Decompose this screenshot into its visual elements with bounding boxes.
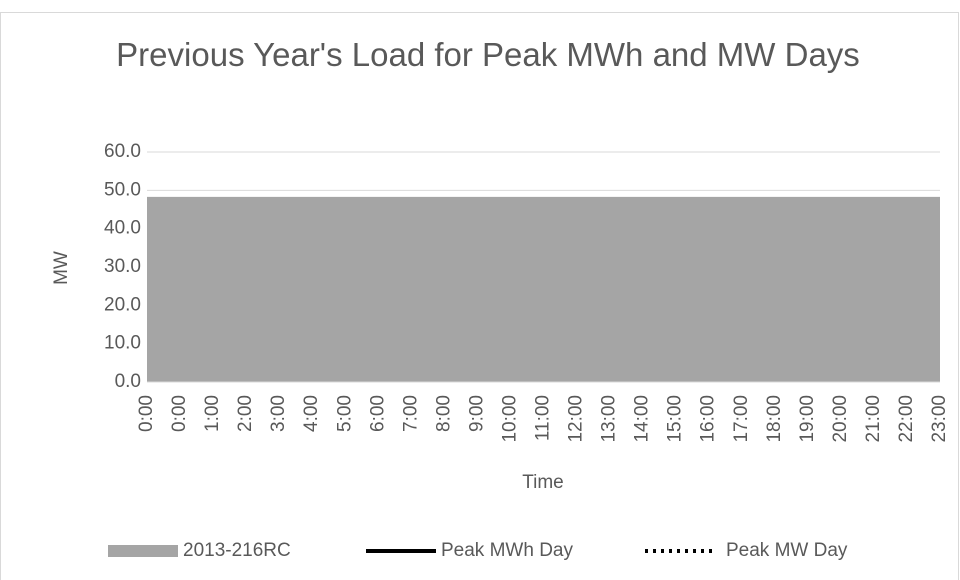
x-tick-label: 11:00	[533, 395, 554, 441]
x-tick-label: 15:00	[665, 395, 686, 443]
area	[147, 196, 940, 382]
legend-label: Peak MWh Day	[441, 540, 573, 561]
y-tick-label: 50.0	[104, 179, 141, 200]
y-tick-label: 0.0	[115, 371, 141, 392]
x-tick-label: 4:00	[301, 395, 322, 432]
x-tick-label: 1:00	[202, 395, 223, 432]
x-tick-label: 23:00	[929, 395, 950, 443]
legend-swatch	[108, 545, 178, 557]
x-tick-label: 6:00	[367, 395, 388, 432]
y-tick-label: 20.0	[104, 294, 141, 315]
x-tick-label: 16:00	[698, 395, 719, 443]
x-tick-label: 20:00	[830, 395, 851, 443]
x-tick-label: 0:00	[169, 395, 190, 432]
x-tick-label: 17:00	[731, 395, 752, 443]
y-tick-label: 30.0	[104, 256, 141, 277]
x-tick-label: 3:00	[268, 395, 289, 432]
y-tick-label: 10.0	[104, 333, 141, 354]
x-tick-label: 7:00	[400, 395, 421, 432]
x-tick-label: 9:00	[466, 395, 487, 432]
x-tick-label: 14:00	[632, 395, 653, 443]
x-tick-label: 13:00	[599, 395, 620, 443]
legend-label: 2013-216RC	[183, 540, 291, 561]
x-tick-label: 10:00	[499, 395, 520, 443]
x-tick-label: 2:00	[235, 395, 256, 432]
y-tick-label: 60.0	[104, 141, 141, 162]
y-tick-label: 40.0	[104, 218, 141, 239]
x-tick-label: 21:00	[863, 395, 884, 443]
x-tick-label: 18:00	[764, 395, 785, 443]
x-tick-label: 22:00	[896, 395, 917, 443]
x-tick-label: 19:00	[797, 395, 818, 443]
x-axis-title: Time	[522, 472, 564, 493]
legend-label: Peak MW Day	[726, 540, 848, 561]
chart-border	[0, 12, 959, 580]
x-tick-label: 12:00	[566, 395, 587, 443]
chart-title: Previous Year's Load for Peak MWh and MW…	[116, 36, 860, 73]
x-tick-label: 5:00	[334, 395, 355, 432]
x-tick-label: 0:00	[136, 395, 157, 432]
y-axis-title: MW	[51, 251, 72, 285]
x-tick-label: 8:00	[433, 395, 454, 432]
